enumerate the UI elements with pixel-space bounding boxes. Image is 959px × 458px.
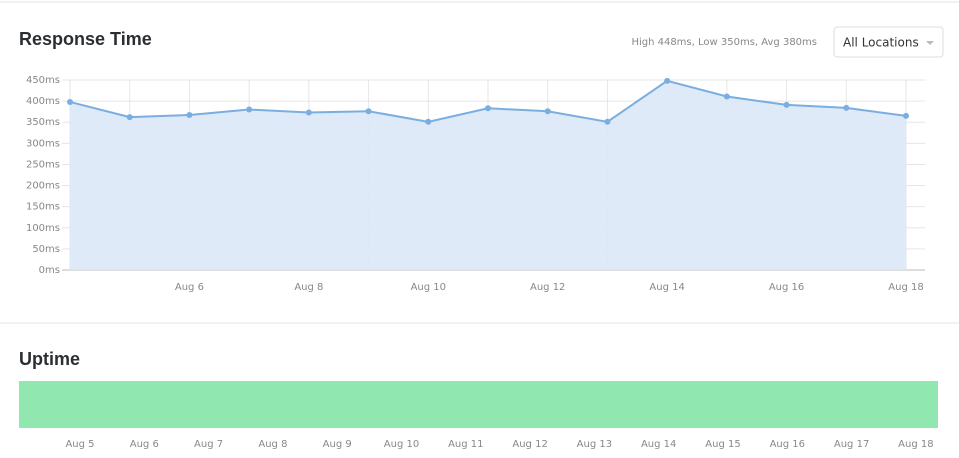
y-tick-label: 150ms (26, 202, 60, 213)
point (664, 77, 671, 84)
x-tick-label: Aug 14 (641, 439, 676, 450)
point (604, 118, 611, 125)
point (425, 118, 432, 125)
x-tick-label: Aug 6 (175, 282, 204, 293)
x-tick-label: Aug 15 (705, 439, 740, 450)
point (485, 105, 491, 112)
x-tick-label: Aug 14 (649, 282, 684, 293)
x-tick-label: Aug 11 (448, 439, 483, 450)
x-tick-label: Aug 5 (65, 439, 94, 450)
y-tick-label: 100ms (26, 223, 60, 234)
y-tick-label: 350ms (26, 117, 60, 128)
area-fill (70, 80, 906, 270)
y-tick-label: 50ms (32, 244, 60, 255)
x-tick-label: Aug 10 (411, 282, 446, 293)
y-tick-label: 450ms (26, 75, 60, 86)
point (305, 109, 312, 116)
y-tick-label: 0ms (39, 265, 60, 276)
y-tick-label: 250ms (26, 159, 60, 170)
summary: High 448ms, Low 350ms, Avg 380ms (631, 37, 817, 48)
x-tick-label: Aug 10 (384, 439, 419, 450)
y-tick-label: 400ms (26, 96, 60, 107)
x-tick-label: Aug 12 (530, 282, 565, 293)
x-tick-label: Aug 16 (770, 439, 805, 450)
x-tick-label: Aug 18 (898, 439, 933, 450)
x-tick-label: Aug 12 (512, 439, 547, 450)
x-tick-label: Aug 16 (769, 282, 804, 293)
chart-title: Response Time (19, 29, 152, 49)
point (365, 108, 372, 115)
y-tick-label: 200ms (26, 181, 60, 192)
select-caret (926, 41, 934, 45)
point (783, 101, 790, 108)
point (903, 112, 909, 119)
x-tick-label: Aug 8 (294, 282, 323, 293)
point (67, 98, 73, 105)
point (126, 114, 133, 121)
point (843, 104, 850, 111)
select-label[interactable]: All Locations (843, 36, 919, 50)
point (544, 108, 551, 115)
location-select[interactable]: All Locations (833, 26, 944, 58)
x-tick-label: Aug 18 (888, 282, 923, 293)
status-bar (19, 381, 938, 428)
point (246, 106, 253, 113)
x-tick-label: Aug 7 (194, 439, 223, 450)
chart-title: Uptime (19, 349, 80, 369)
x-tick-label: Aug 13 (577, 439, 612, 450)
x-tick-label: Aug 6 (130, 439, 159, 450)
x-tick-label: Aug 9 (323, 439, 352, 450)
point (186, 112, 193, 119)
x-tick-label: Aug 8 (258, 439, 287, 450)
x-tick-label: Aug 17 (834, 439, 869, 450)
select-box[interactable] (833, 26, 944, 58)
point (723, 93, 730, 100)
y-tick-label: 300ms (26, 138, 60, 149)
